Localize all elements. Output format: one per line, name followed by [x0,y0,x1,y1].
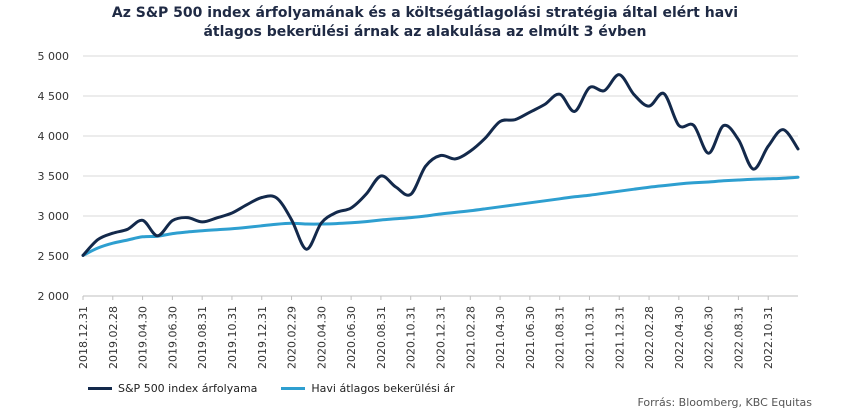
series-line-sp500 [81,73,800,257]
chart-title-line2: átlagos bekerülési árnak az alakulása az… [203,24,647,40]
x-tick-label: 2019.02.28 [107,306,120,369]
legend-label-avg-cost: Havi átlagos bekerülési ár [311,382,455,395]
x-tick-label: 2021.06.30 [524,306,537,369]
legend-swatch-sp500 [88,387,112,390]
chart-title-line1: Az S&P 500 index árfolyamának és a költs… [111,5,739,21]
source-note: Forrás: Bloomberg, KBC Equitas [637,396,812,409]
x-tick-label: 2019.06.30 [166,306,179,369]
series-line-avg-cost [81,175,800,257]
x-tick-label: 2021.04.30 [494,306,507,369]
y-tick-label: 4 500 [38,90,70,103]
legend-label-sp500: S&P 500 index árfolyama [118,382,258,395]
x-tick-label: 2019.10.31 [226,306,239,369]
x-tick-label: 2021.10.31 [583,306,596,369]
y-tick-label: 2 500 [38,250,70,263]
x-tick-label: 2018.12.31 [77,306,90,369]
y-tick-label: 3 500 [38,170,70,183]
x-tick-label: 2021.12.31 [613,306,626,369]
x-tick-label: 2020.02.29 [286,306,299,369]
y-tick-label: 4 000 [38,130,70,143]
chart-title: Az S&P 500 index árfolyamának és a költs… [0,4,850,42]
x-tick-label: 2020.08.31 [375,306,388,369]
x-tick-label: 2020.06.30 [345,306,358,369]
x-tick-label: 2022.08.31 [732,306,745,369]
x-tick-label: 2020.10.31 [405,306,418,369]
x-tick-label: 2020.12.31 [435,306,448,369]
x-tick-label: 2019.12.31 [256,306,269,369]
x-tick-label: 2021.08.31 [554,306,567,369]
x-tick-label: 2022.04.30 [673,306,686,369]
x-tick-label: 2022.02.28 [643,306,656,369]
legend: S&P 500 index árfolyama Havi átlagos bek… [88,382,479,395]
x-tick-label: 2021.02.28 [464,306,477,369]
x-tick-label: 2022.10.31 [762,306,775,369]
y-tick-label: 5 000 [38,50,70,63]
x-tick-label: 2019.04.30 [137,306,150,369]
legend-item-sp500: S&P 500 index árfolyama [88,382,257,395]
y-tick-label: 3 000 [38,210,70,223]
x-tick-label: 2019.08.31 [196,306,209,369]
x-tick-label: 2022.06.30 [703,306,716,369]
y-tick-label: 2 000 [38,290,70,303]
legend-swatch-avg-cost [281,387,306,390]
legend-item-avg-cost: Havi átlagos bekerülési ár [281,382,455,395]
x-tick-label: 2020.04.30 [315,306,328,369]
